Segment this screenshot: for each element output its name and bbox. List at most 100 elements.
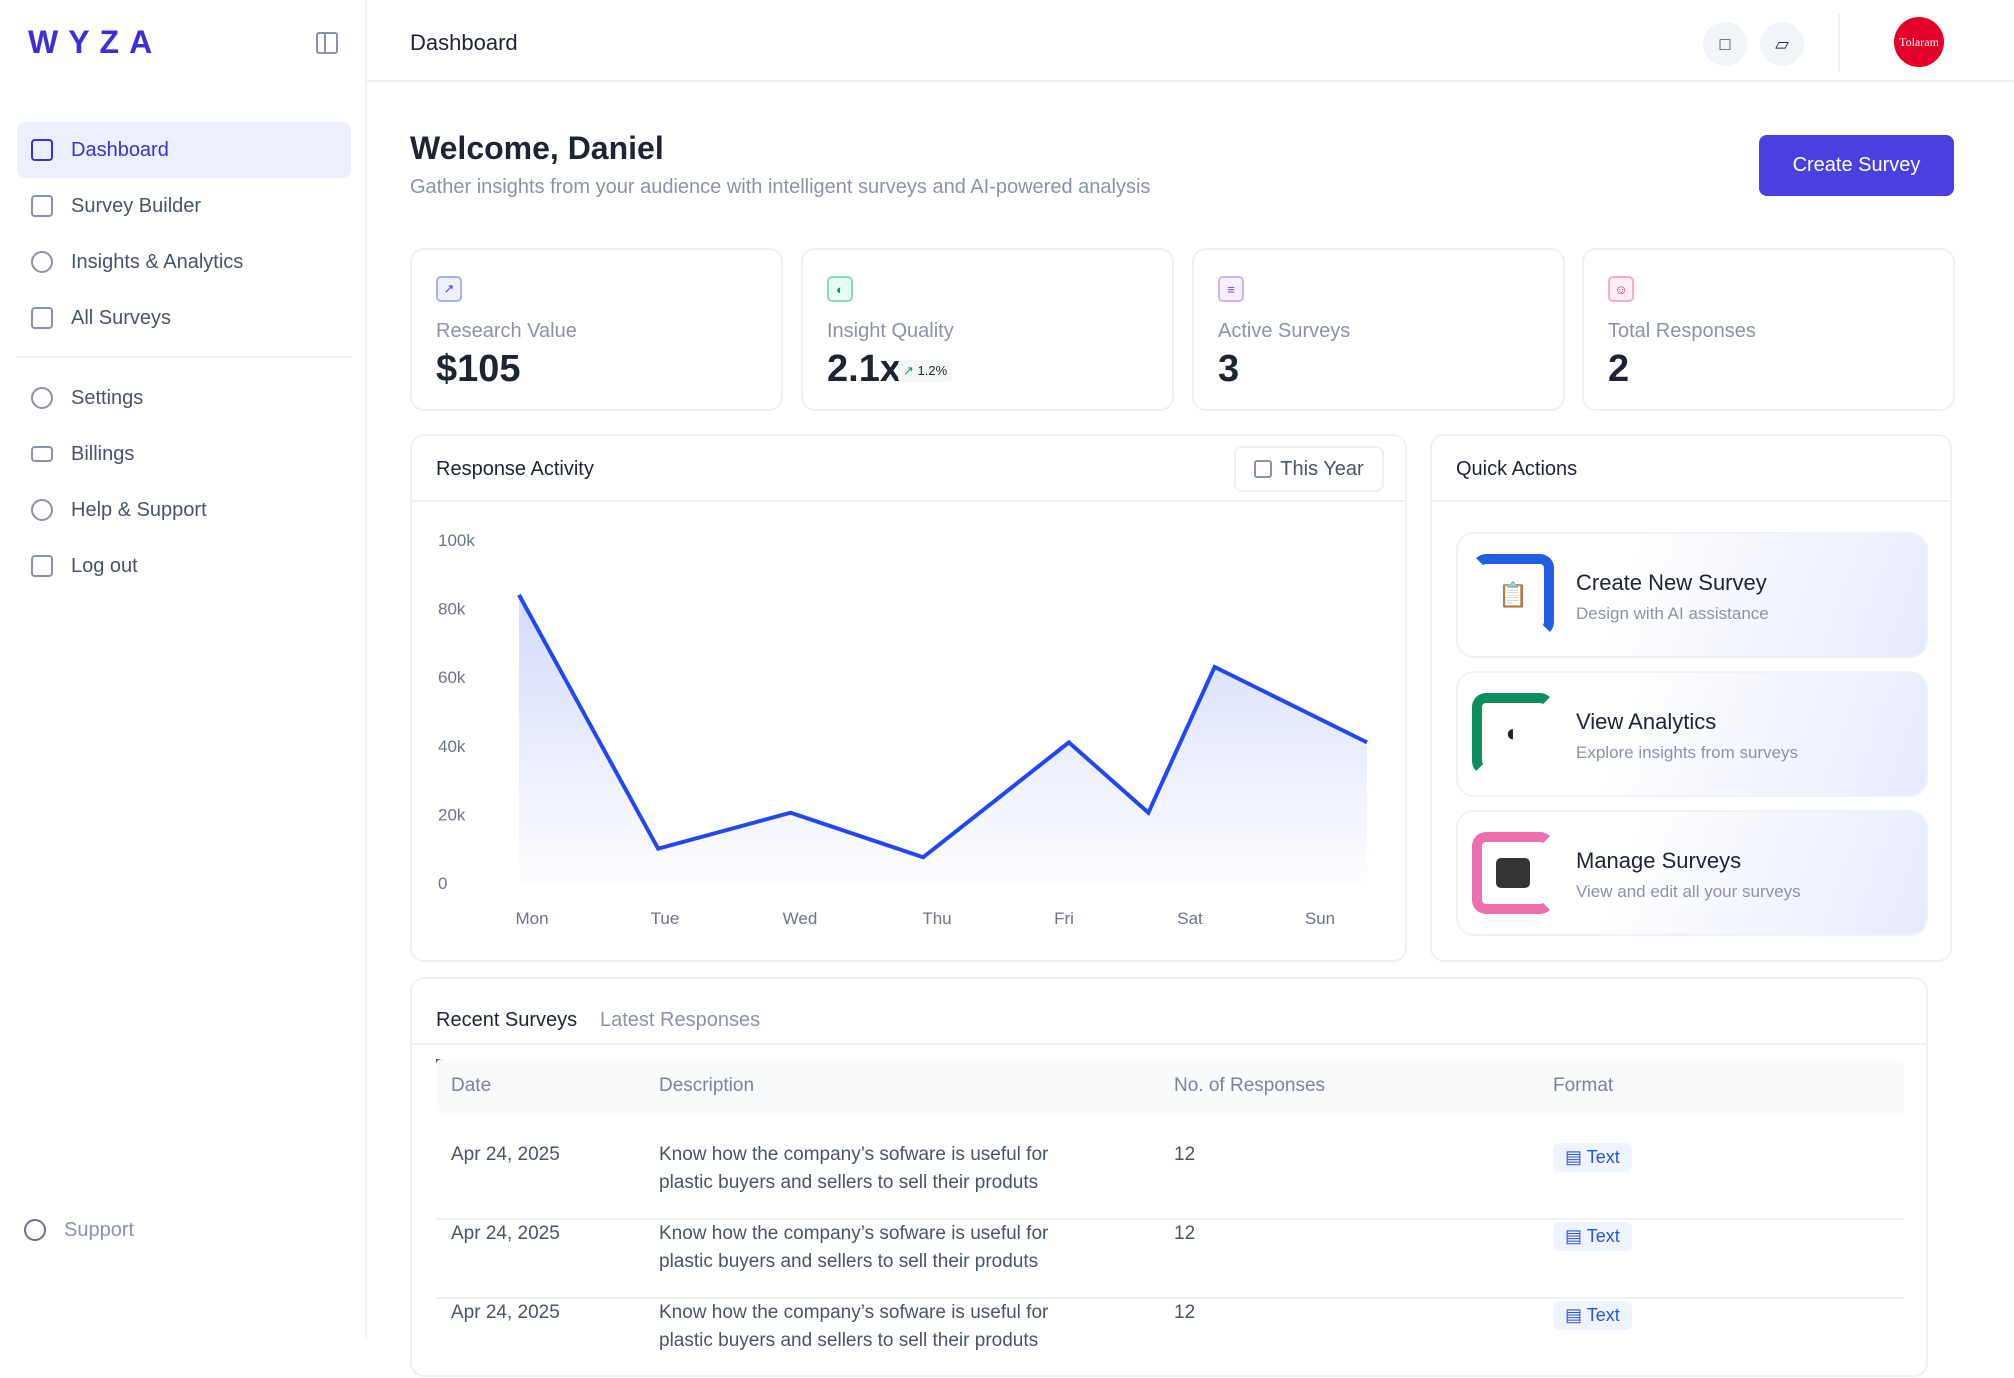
quick-action-title: Create New Survey <box>1576 570 1767 596</box>
stat-value: $105 <box>436 348 521 391</box>
sidebar-item-label: Help & Support <box>71 499 207 522</box>
sidebar-item-label: All Surveys <box>71 307 171 330</box>
x-tick-label: Thu <box>922 909 951 928</box>
y-tick-label: 0 <box>438 874 447 893</box>
sidebar-item-insights[interactable]: Insights & Analytics <box>17 234 351 290</box>
quick-action-title: View Analytics <box>1576 709 1716 735</box>
message-icon: ▤ <box>1565 1305 1582 1325</box>
x-tick-label: Fri <box>1054 909 1074 928</box>
stat-value: 2 <box>1608 348 1629 391</box>
brain-icon <box>31 251 53 273</box>
x-tick-label: Mon <box>515 909 548 928</box>
logout-icon <box>31 555 53 577</box>
format-badge: ▤ Text <box>1553 1222 1632 1251</box>
chat-icon: □ <box>1720 34 1731 55</box>
support-label: Support <box>64 1219 134 1242</box>
card-divider <box>1432 500 1950 502</box>
x-tick-label: Sat <box>1177 909 1203 928</box>
description-line: plastic buyers and sellers to sell their… <box>659 1248 1048 1276</box>
quick-actions-card: Quick Actions 📋 Create New Survey Design… <box>1430 434 1952 962</box>
y-tick-label: 100k <box>438 531 475 550</box>
x-tick-label: Tue <box>651 909 680 928</box>
create-survey-button[interactable]: Create Survey <box>1759 135 1954 196</box>
tab-latest-responses[interactable]: Latest Responses <box>600 1009 760 1032</box>
stat-label: Insight Quality <box>827 320 954 343</box>
stat-card-research-value: ↗ Research Value $105 <box>410 248 783 411</box>
tab-recent-surveys[interactable]: Recent Surveys <box>436 997 577 1063</box>
sidebar-item-settings[interactable]: Settings <box>17 370 351 426</box>
stat-card-insight-quality: ◐ Insight Quality 2.1x ↗ 1.2% <box>801 248 1174 411</box>
sidebar-item-label: Insights & Analytics <box>71 251 243 274</box>
format-label: Text <box>1587 1226 1620 1246</box>
sidebar-item-label: Settings <box>71 387 143 410</box>
folder-icon <box>1472 832 1554 914</box>
support-link[interactable]: Support <box>10 1202 344 1258</box>
column-header-description: Description <box>659 1075 754 1097</box>
format-badge: ▤ Text <box>1553 1143 1632 1172</box>
cell-description: Know how the company’s sofware is useful… <box>659 1220 1048 1276</box>
trend-badge: ↗ 1.2% <box>898 360 952 382</box>
quick-action-subtitle: Explore insights from surveys <box>1576 743 1798 763</box>
cell-responses: 12 <box>1174 1299 1195 1327</box>
notifications-button[interactable]: ▱ <box>1760 22 1804 66</box>
sidebar-item-dashboard[interactable]: Dashboard <box>17 122 351 178</box>
table-row[interactable]: Apr 24, 2025 Know how the company’s sofw… <box>436 1299 1904 1378</box>
users-icon: ☺ <box>1608 276 1634 302</box>
quick-action-view-analytics[interactable]: ◐ View Analytics Explore insights from s… <box>1456 671 1928 797</box>
trend-chart-icon: ↗ <box>436 276 462 302</box>
arrow-up-right-icon: ↗ <box>903 363 914 378</box>
quick-action-subtitle: View and edit all your surveys <box>1576 882 1801 902</box>
messages-button[interactable]: □ <box>1703 22 1747 66</box>
help-icon <box>31 499 53 521</box>
cell-description: Know how the company’s sofware is useful… <box>659 1141 1048 1197</box>
quick-action-manage-surveys[interactable]: Manage Surveys View and edit all your su… <box>1456 810 1928 936</box>
welcome-title: Welcome, Daniel <box>410 130 664 167</box>
format-label: Text <box>1587 1305 1620 1325</box>
header-divider <box>1838 14 1840 72</box>
column-header-date: Date <box>451 1075 491 1097</box>
y-tick-label: 80k <box>438 600 466 619</box>
tabs-divider <box>412 1043 1926 1045</box>
description-line: Know how the company’s sofware is useful… <box>659 1220 1048 1248</box>
stat-card-total-responses: ☺ Total Responses 2 <box>1582 248 1955 411</box>
table-header-row: Date Description No. of Responses Format <box>436 1059 1904 1115</box>
x-tick-label: Sun <box>1305 909 1335 928</box>
welcome-subtitle: Gather insights from your audience with … <box>410 176 1150 199</box>
cell-date: Apr 24, 2025 <box>451 1141 560 1169</box>
sidebar-item-billings[interactable]: Billings <box>17 426 351 482</box>
sidebar-item-label: Dashboard <box>71 139 169 162</box>
table-row[interactable]: Apr 24, 2025 Know how the company’s sofw… <box>436 1220 1904 1299</box>
brain-icon: ◐ <box>827 276 853 302</box>
table-row[interactable]: Apr 24, 2025 Know how the company’s sofw… <box>436 1141 1904 1220</box>
sidebar-item-all-surveys[interactable]: All Surveys <box>17 290 351 346</box>
page-title: Dashboard <box>410 30 518 56</box>
headset-icon <box>24 1219 46 1241</box>
sidebar-item-help[interactable]: Help & Support <box>17 482 351 538</box>
gear-icon <box>31 387 53 409</box>
quick-action-create-survey[interactable]: 📋 Create New Survey Design with AI assis… <box>1456 532 1928 658</box>
avatar[interactable]: Tolaram <box>1894 17 1944 67</box>
sidebar-item-logout[interactable]: Log out <box>17 538 351 594</box>
sidebar-item-label: Billings <box>71 443 134 466</box>
sidebar: WYZA Dashboard Survey Builder Insights &… <box>0 0 367 1338</box>
column-header-format: Format <box>1553 1075 1613 1097</box>
brain-icon: ◐ <box>1472 693 1554 775</box>
description-line: Know how the company’s sofware is useful… <box>659 1299 1048 1327</box>
list-document-icon: ≡ <box>1218 276 1244 302</box>
stat-card-active-surveys: ≡ Active Surveys 3 <box>1192 248 1565 411</box>
format-badge: ▤ Text <box>1553 1301 1632 1330</box>
cell-date: Apr 24, 2025 <box>451 1299 560 1327</box>
trend-value: 1.2% <box>918 363 948 378</box>
message-icon: ▤ <box>1565 1147 1582 1167</box>
sidebar-item-label: Survey Builder <box>71 195 201 218</box>
cell-responses: 12 <box>1174 1141 1195 1169</box>
sidebar-toggle-icon[interactable] <box>316 32 338 54</box>
stat-label: Research Value <box>436 320 577 343</box>
format-label: Text <box>1587 1147 1620 1167</box>
x-tick-label: Wed <box>783 909 818 928</box>
sidebar-item-survey-builder[interactable]: Survey Builder <box>17 178 351 234</box>
document-icon <box>31 195 53 217</box>
cell-responses: 12 <box>1174 1220 1195 1248</box>
